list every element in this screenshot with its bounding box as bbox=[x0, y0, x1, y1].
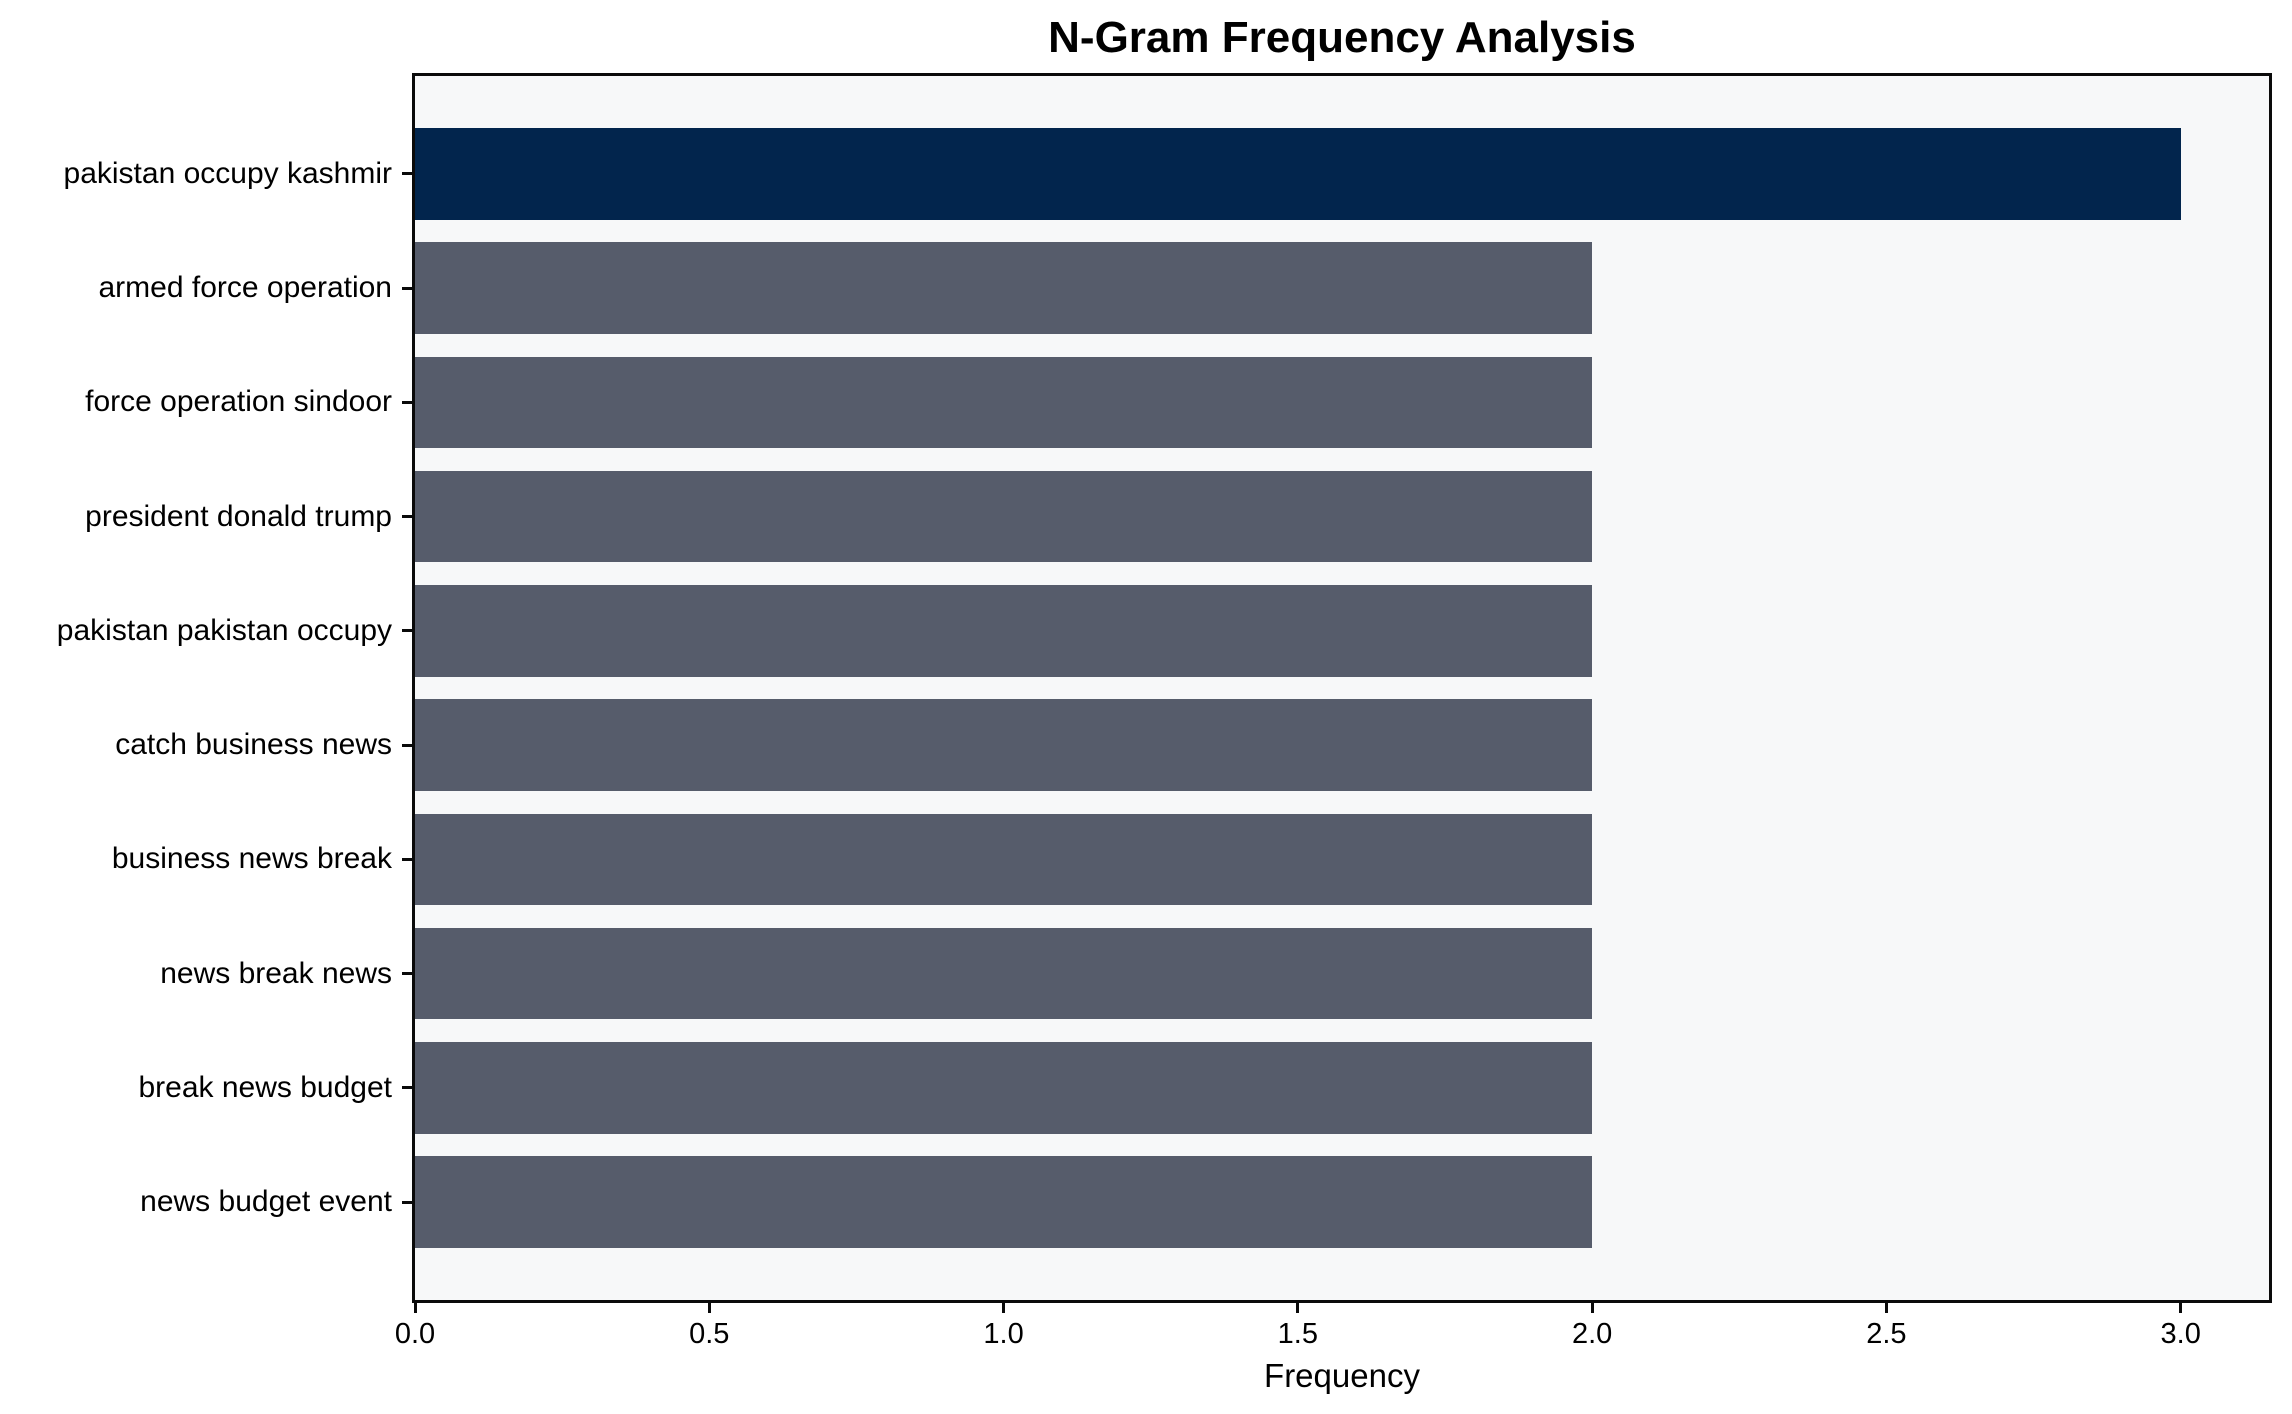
bar-news-budget-event bbox=[415, 1156, 1593, 1248]
bar-pakistan-pakistan-occupy bbox=[415, 585, 1593, 677]
x-tick-mark bbox=[2179, 1303, 2183, 1313]
y-tick-mark bbox=[402, 1086, 412, 1090]
x-tick-mark bbox=[1590, 1303, 1594, 1313]
x-tick-mark bbox=[1002, 1303, 1006, 1313]
x-tick-mark bbox=[1296, 1303, 1300, 1313]
x-tick-label: 1.0 bbox=[983, 1318, 1024, 1350]
x-tick-label: 2.5 bbox=[1866, 1318, 1907, 1350]
x-tick-mark bbox=[1884, 1303, 1888, 1313]
x-tick-label: 3.0 bbox=[2160, 1318, 2201, 1350]
y-tick-mark bbox=[402, 1200, 412, 1204]
bar-pakistan-occupy-kashmir bbox=[415, 128, 2181, 220]
y-tick-label: force operation sindoor bbox=[85, 385, 392, 419]
bar-news-break-news bbox=[415, 927, 1593, 1020]
y-tick-mark bbox=[402, 515, 412, 519]
y-tick-label: news break news bbox=[160, 956, 392, 990]
y-tick-mark bbox=[402, 172, 412, 176]
bar-catch-business-news bbox=[415, 699, 1593, 791]
x-tick-label: 0.5 bbox=[689, 1318, 730, 1350]
plot-area bbox=[412, 73, 2272, 1303]
bar-armed-force-operation bbox=[415, 242, 1593, 334]
y-tick-label: news budget event bbox=[140, 1185, 392, 1219]
x-axis-label: Frequency bbox=[1264, 1357, 1420, 1394]
y-tick-label: pakistan occupy kashmir bbox=[63, 156, 392, 190]
x-tick-mark bbox=[707, 1303, 711, 1313]
y-tick-label: president donald trump bbox=[85, 499, 392, 533]
x-tick-label: 2.0 bbox=[1571, 1318, 1613, 1350]
y-tick-mark bbox=[402, 857, 412, 861]
y-tick-label: break news budget bbox=[138, 1070, 392, 1104]
bar-business-news-break bbox=[415, 813, 1593, 906]
y-tick-mark bbox=[402, 743, 412, 747]
y-tick-label: business news break bbox=[111, 842, 392, 876]
y-tick-mark bbox=[402, 972, 412, 976]
bar-president-donald-trump bbox=[415, 470, 1593, 563]
y-tick-label: pakistan pakistan occupy bbox=[56, 613, 392, 647]
y-tick-label: catch business news bbox=[115, 728, 392, 762]
x-tick-label: 1.5 bbox=[1277, 1318, 1318, 1350]
chart-title: N-Gram Frequency Analysis bbox=[1048, 13, 1636, 62]
bar-force-operation-sindoor bbox=[415, 356, 1593, 449]
y-tick-label: armed force operation bbox=[98, 271, 393, 305]
bar-break-news-budget bbox=[415, 1042, 1593, 1134]
x-tick-label: 0.0 bbox=[394, 1318, 436, 1350]
y-tick-mark bbox=[402, 286, 412, 290]
y-tick-mark bbox=[402, 400, 412, 404]
x-tick-mark bbox=[413, 1303, 417, 1313]
y-tick-mark bbox=[402, 629, 412, 633]
